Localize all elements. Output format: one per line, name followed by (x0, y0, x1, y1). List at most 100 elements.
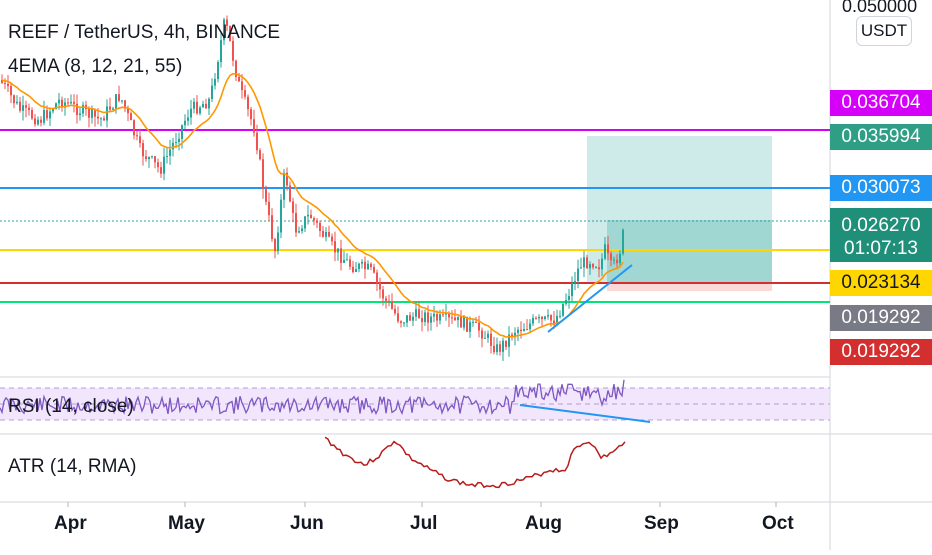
candle-body (409, 315, 411, 321)
atr-legend[interactable]: ATR (14, RMA) (8, 456, 137, 477)
currency-selector[interactable]: USDT (856, 16, 912, 46)
candle-body (334, 241, 336, 253)
rsi-legend[interactable]: RSI (14, close) (8, 396, 134, 417)
time-label-apr: Apr (54, 513, 87, 534)
candle-body (406, 315, 408, 323)
candle-body (121, 100, 123, 102)
candle-body (22, 105, 24, 111)
atr-line (324, 436, 626, 489)
candle-body (136, 135, 138, 137)
candle-body (292, 201, 294, 213)
candle-body (268, 201, 270, 216)
candle-body (604, 244, 606, 259)
candle-body (451, 317, 453, 319)
rsi-line (0, 379, 625, 416)
candle-body (283, 172, 285, 200)
candle-body (226, 19, 228, 26)
candle-body (148, 157, 150, 160)
candle-body (157, 162, 159, 168)
candle-body (430, 316, 432, 323)
candle-body (616, 259, 618, 264)
candle-body (313, 218, 315, 221)
time-label-sep: Sep (644, 513, 679, 534)
candle-body (271, 215, 273, 240)
candle-body (151, 156, 153, 158)
candle-body (61, 99, 63, 108)
candle-body (367, 263, 369, 270)
candle-body (619, 253, 621, 264)
time-label-jul: Jul (410, 513, 438, 534)
candle-body (79, 113, 81, 116)
candle-body (520, 329, 522, 332)
candle-body (457, 316, 459, 321)
price-label-magenta: 0.036704 (830, 90, 932, 116)
position-profit-zone[interactable] (587, 136, 772, 283)
candle-body (577, 268, 579, 282)
candlestick-series[interactable] (1, 15, 624, 362)
price-label-yellow: 0.023134 (830, 270, 932, 296)
candle-body (43, 110, 45, 123)
candle-body (448, 313, 450, 318)
candle-body (511, 334, 513, 338)
candle-body (379, 282, 381, 290)
candle-body (502, 340, 504, 352)
trendline-rsi[interactable] (519, 404, 651, 423)
candle-body (442, 314, 444, 316)
candle-body (547, 315, 549, 317)
candle-body (220, 40, 222, 62)
ema-legend[interactable]: 4EMA (8, 12, 21, 55) (8, 56, 183, 77)
candle-body (304, 216, 306, 229)
candle-body (127, 108, 129, 114)
candle-body (1, 80, 3, 83)
candle-body (196, 101, 198, 114)
candle-body (373, 267, 375, 273)
candle-body (475, 321, 477, 323)
candle-body (556, 316, 558, 325)
candle-body (613, 259, 615, 261)
price-label-red: 0.019292 (830, 339, 932, 365)
candle-body (253, 119, 255, 133)
candle-body (64, 102, 66, 108)
candle-body (91, 109, 93, 118)
trendline-price[interactable] (547, 264, 633, 333)
candle-body (478, 322, 480, 331)
candle-body (76, 103, 78, 116)
candle-body (439, 314, 441, 321)
symbol-title[interactable]: REEF / TetherUS, 4h, BINANCE (8, 22, 281, 43)
candle-body (259, 150, 261, 160)
candle-body (349, 259, 351, 267)
candle-body (385, 298, 387, 301)
candle-body (310, 214, 312, 219)
candle-body (481, 330, 483, 339)
candle-body (568, 296, 570, 300)
candle-body (256, 132, 258, 151)
price-axis-top-value: 0.050000 (842, 0, 918, 16)
candle-body (205, 103, 207, 109)
candle-body (55, 103, 57, 110)
candle-body (181, 125, 183, 139)
candle-body (7, 83, 9, 87)
candle-body (100, 118, 102, 120)
candle-body (397, 313, 399, 322)
candle-body (445, 313, 447, 315)
candle-body (250, 109, 252, 120)
candle-body (232, 40, 234, 61)
candle-body (16, 101, 18, 104)
candle-body (130, 113, 132, 121)
candle-body (184, 120, 186, 126)
candle-body (109, 106, 111, 110)
candle-body (487, 333, 489, 338)
candle-body (106, 106, 108, 121)
candle-countdown: 01:07:13 (844, 238, 918, 259)
candle-body (229, 25, 231, 41)
last-price-value: 0.026270 (841, 215, 921, 236)
candle-body (322, 230, 324, 237)
candle-body (73, 101, 75, 104)
candle-body (193, 101, 195, 109)
candle-body (37, 119, 39, 125)
candle-body (160, 167, 162, 174)
candle-body (460, 316, 462, 328)
candle-body (331, 236, 333, 242)
